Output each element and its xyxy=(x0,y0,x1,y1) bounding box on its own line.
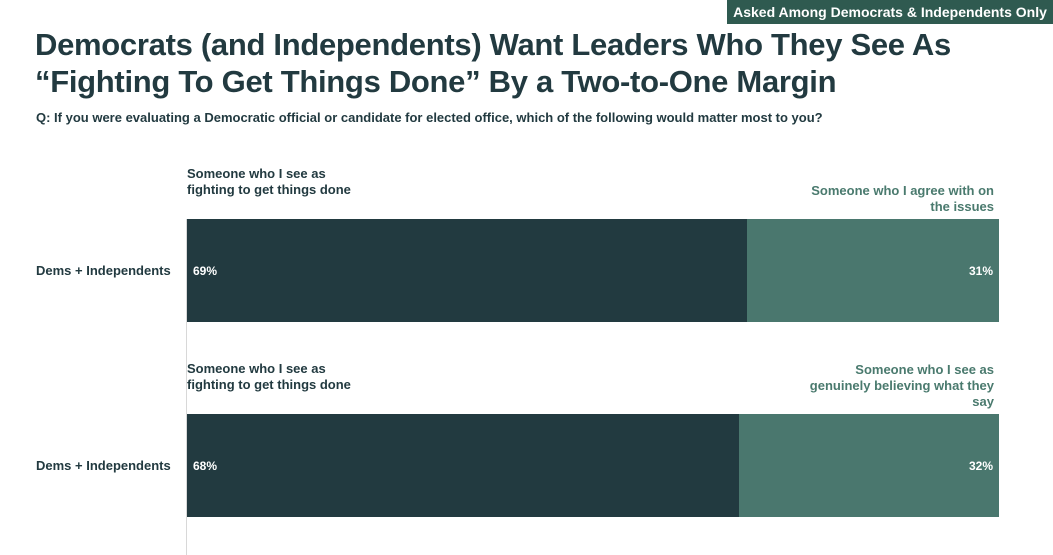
data-label-left: 68% xyxy=(193,458,218,473)
left-option-label: Someone who I see as fighting to get thi… xyxy=(187,361,351,392)
chart-title-line-1: Democrats (and Independents) Want Leader… xyxy=(35,27,951,62)
chart-title-line-2: “Fighting To Get Things Done” By a Two-t… xyxy=(35,64,837,99)
audience-badge: Asked Among Democrats & Independents Onl… xyxy=(727,0,1053,24)
data-label-left: 69% xyxy=(193,263,218,278)
right-option-label: Someone who I see as genuinely believing… xyxy=(809,362,994,409)
category-label: Dems + Independents xyxy=(36,457,171,473)
left-option-label: Someone who I see as fighting to get thi… xyxy=(187,166,351,197)
bar-segment-left xyxy=(187,219,747,322)
bar-segment-right xyxy=(747,219,999,322)
category-label: Dems + Independents xyxy=(36,262,171,278)
survey-question: Q: If you were evaluating a Democratic o… xyxy=(36,110,823,125)
data-label-right: 31% xyxy=(968,263,993,278)
bar-segment-left xyxy=(187,414,739,517)
chart-title: Democrats (and Independents) Want Leader… xyxy=(35,26,1025,100)
chart-baseline xyxy=(186,219,187,555)
data-label-right: 32% xyxy=(968,458,993,473)
bar-segment-right xyxy=(739,414,999,517)
right-option-label: Someone who I agree with on the issues xyxy=(811,183,994,214)
